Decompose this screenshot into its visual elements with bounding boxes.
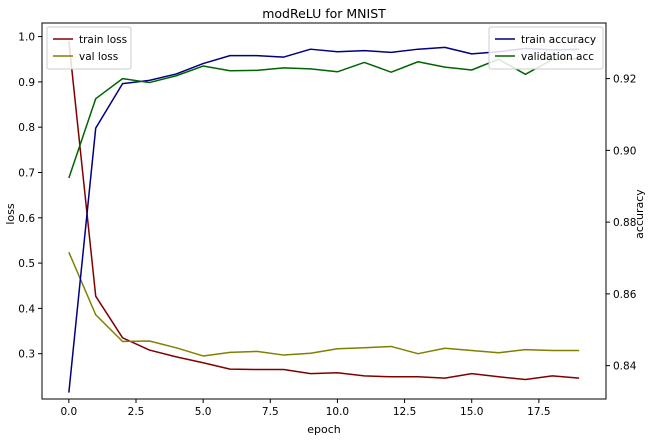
legend-entry-label: validation acc <box>521 51 594 63</box>
x-tick-label: 7.5 <box>262 406 279 418</box>
y-left-tick-label: 0.9 <box>18 77 35 89</box>
legend-right: train accuracy validation acc <box>488 26 604 70</box>
y-left-tick-label: 0.6 <box>18 213 35 225</box>
x-axis-label: epoch <box>307 423 341 436</box>
y-axis-left-ticks: 0.3 0.4 0.5 0.6 0.7 0.8 0.9 1.0 <box>18 32 42 361</box>
x-tick-label: 5.0 <box>195 406 212 418</box>
y-right-tick-label: 0.90 <box>613 145 636 157</box>
chart-title: modReLU for MNIST <box>262 6 386 21</box>
x-tick-label: 12.5 <box>393 406 416 418</box>
y-axis-right-ticks: 0.84 0.86 0.88 0.90 0.92 <box>606 74 637 373</box>
y-right-tick-label: 0.92 <box>613 74 636 86</box>
y-right-tick-label: 0.84 <box>613 361 637 373</box>
y-left-tick-label: 0.7 <box>18 167 35 179</box>
x-tick-label: 2.5 <box>128 406 145 418</box>
legend-entry-label: train accuracy <box>521 34 596 46</box>
y-axis-left-label: loss <box>4 203 17 225</box>
y-left-tick-label: 0.8 <box>18 122 35 134</box>
legend-entry-label: val loss <box>79 51 118 63</box>
series-line-val-loss <box>68 251 580 357</box>
x-axis-ticks: 0.0 2.5 5.0 7.5 10.0 12.5 15.0 17.5 <box>61 399 551 418</box>
legend-box <box>46 26 132 70</box>
x-tick-label: 15.0 <box>460 406 483 418</box>
legend-entry-label: train loss <box>79 34 127 46</box>
x-tick-label: 10.0 <box>326 406 349 418</box>
series-line-train-loss <box>68 41 580 381</box>
y-left-tick-label: 0.5 <box>18 258 35 270</box>
x-tick-label: 0.0 <box>61 406 78 418</box>
y-right-tick-label: 0.88 <box>613 217 636 229</box>
y-left-tick-label: 1.0 <box>18 32 35 44</box>
legend-left: train loss val loss <box>46 26 132 70</box>
y-left-tick-label: 0.4 <box>18 303 35 315</box>
x-tick-label: 17.5 <box>527 406 550 418</box>
plot-area <box>42 23 606 399</box>
y-left-tick-label: 0.3 <box>18 349 35 361</box>
plot-frame <box>41 22 607 400</box>
legend-box <box>488 26 604 70</box>
y-axis-right-label: accuracy <box>633 189 646 239</box>
y-right-tick-label: 0.86 <box>613 289 637 301</box>
